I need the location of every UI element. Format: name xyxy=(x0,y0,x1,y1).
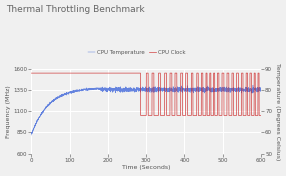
Legend: CPU Temperature, CPU Clock: CPU Temperature, CPU Clock xyxy=(86,48,188,57)
Text: Thermal Throttling Benchmark: Thermal Throttling Benchmark xyxy=(6,5,144,14)
Y-axis label: Frequency (MHz): Frequency (MHz) xyxy=(5,85,11,138)
X-axis label: Time (Seconds): Time (Seconds) xyxy=(122,165,170,170)
Y-axis label: Temperature (Degrees Celsius): Temperature (Degrees Celsius) xyxy=(275,62,281,160)
